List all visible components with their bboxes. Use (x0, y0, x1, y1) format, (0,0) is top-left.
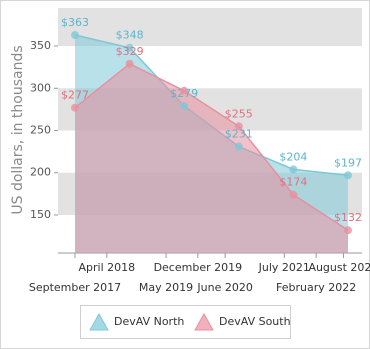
area (75, 63, 348, 253)
value-label: $174 (279, 176, 307, 189)
legend-label: DevAV South (219, 315, 291, 328)
band (58, 8, 362, 47)
point (289, 165, 298, 174)
value-label: $255 (225, 107, 253, 120)
y-tick-label: 300 (30, 81, 51, 94)
line (74, 62, 349, 231)
legend-label: DevAV North (114, 315, 184, 328)
value-label: $231 (225, 128, 253, 141)
point (344, 171, 352, 180)
legend-marker (89, 312, 109, 331)
x-tick-label: May 2019 (139, 281, 193, 294)
x-tick-label: July 2021 (258, 261, 310, 274)
point (289, 190, 298, 199)
y-tick-label: 250 (30, 124, 51, 137)
point (125, 43, 134, 52)
point (344, 226, 352, 235)
point (180, 86, 189, 95)
x-tick-label: December 2019 (154, 261, 243, 274)
x-tick-label: August 2022 (308, 261, 370, 274)
point (71, 31, 79, 40)
point (180, 102, 189, 110)
legend-marker (194, 312, 214, 331)
value-label: $197 (334, 156, 362, 169)
y-axis-title: US dollars, in thousands (10, 45, 26, 214)
value-label: $329 (116, 45, 144, 58)
point (125, 59, 134, 68)
value-label: $277 (61, 89, 89, 102)
point (234, 122, 243, 131)
value-label: $363 (61, 16, 89, 29)
point (71, 103, 79, 112)
value-label: $132 (334, 211, 362, 224)
y-tick-label: 200 (30, 166, 51, 179)
value-label: $204 (279, 150, 307, 163)
x-tick-label: September 2017 (29, 281, 121, 294)
x-tick-label: February 2022 (276, 281, 356, 294)
value-label: $348 (116, 29, 144, 42)
x-tick-label: April 2018 (79, 261, 136, 274)
y-tick-label: 150 (30, 208, 51, 221)
x-tick-label: June 2020 (196, 281, 252, 294)
y-tick-label: 350 (30, 39, 51, 52)
legend-box (80, 305, 291, 339)
point (234, 142, 243, 151)
